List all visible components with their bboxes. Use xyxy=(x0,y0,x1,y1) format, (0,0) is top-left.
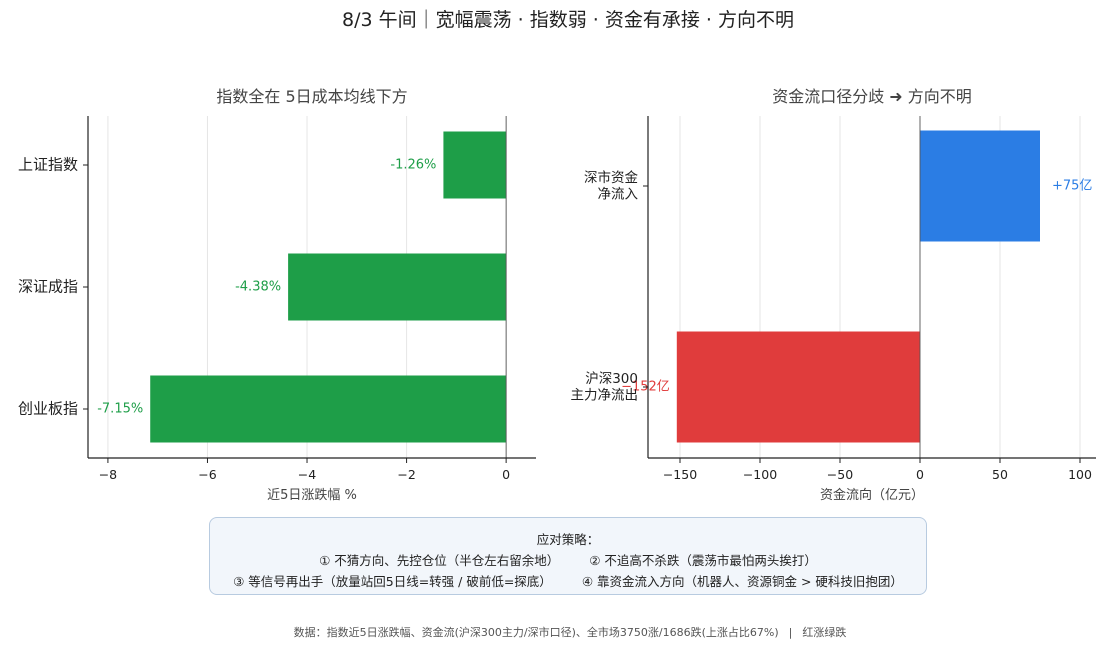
index-change-chart: -1.26% 上证指数 -4.38% 深证成指 -7.15% 创业板指 −8 −6 −4 −2 0 近… xyxy=(18,87,536,503)
main-title: 8/3 午间｜宽幅震荡 · 指数弱 · 资金有承接 · 方向不明 xyxy=(342,9,794,31)
strategy-item-3: ③ 等信号再出手（放量站回5日线=转强 / 破前低=探底） xyxy=(233,574,552,589)
category-label: 深市资金 xyxy=(584,169,638,186)
strategy-item-4: ④ 靠资金流入方向（机器人、资源铜金 > 硬科技旧抱团） xyxy=(581,574,903,589)
x-tick-label: −8 xyxy=(99,467,117,482)
strategy-row-2: ③ 等信号再出手（放量站回5日线=转强 / 破前低=探底） ④ 靠资金流入方向（机… xyxy=(210,571,926,590)
x-tick-label: 0 xyxy=(502,467,510,482)
strategy-item-2: ② 不追高不杀跌（震荡市最怕两头挨打） xyxy=(589,553,817,568)
category-label: 主力净流出 xyxy=(571,387,639,403)
data-label: +75亿 xyxy=(1052,179,1092,194)
x-tick-label: −6 xyxy=(198,467,216,482)
chart-title: 指数全在 5日成本均线下方 xyxy=(216,87,407,106)
category-label: 上证指数 xyxy=(18,156,78,174)
data-label: -1.26% xyxy=(390,158,436,173)
category-label: 沪深300 xyxy=(585,371,638,387)
bar xyxy=(288,253,507,321)
category-label: 深证成指 xyxy=(18,278,78,296)
strategy-item-1: ① 不猜方向、先控仓位（半仓左右留余地） xyxy=(319,553,560,568)
bar xyxy=(920,130,1040,242)
footer-separator: | xyxy=(788,626,793,639)
x-tick-label: −50 xyxy=(827,467,853,482)
x-tick-label: −150 xyxy=(663,467,697,482)
strategy-heading: 应对策略： xyxy=(536,532,600,547)
footer-source: 数据：指数近5日涨跌幅、资金流(沪深300主力/深市口径)、全市场3750涨/1… xyxy=(293,626,779,639)
bar xyxy=(443,131,507,199)
x-tick-label: −100 xyxy=(743,467,777,482)
category-label: 创业板指 xyxy=(18,400,78,418)
data-label: -7.15% xyxy=(97,402,143,417)
strategy-row-1: ① 不猜方向、先控仓位（半仓左右留余地） ② 不追高不杀跌（震荡市最怕两头挨打） xyxy=(210,550,926,569)
footer-note: 数据：指数近5日涨跌幅、资金流(沪深300主力/深市口径)、全市场3750涨/1… xyxy=(0,624,1105,640)
footer-color-note: 红涨绿跌 xyxy=(802,626,847,639)
strategy-box: 应对策略： ① 不猜方向、先控仓位（半仓左右留余地） ② 不追高不杀跌（震荡市最怕… xyxy=(209,517,927,595)
bar xyxy=(150,375,507,443)
x-tick-label: 100 xyxy=(1068,467,1092,482)
chart-title: 资金流口径分歧 ➜ 方向不明 xyxy=(772,87,972,106)
x-tick-label: −2 xyxy=(397,467,415,482)
data-label: -4.38% xyxy=(235,280,281,295)
category-label: 净流入 xyxy=(598,186,639,202)
bar xyxy=(676,331,920,443)
x-axis-label: 近5日涨跌幅 % xyxy=(267,487,357,503)
x-tick-label: 50 xyxy=(992,467,1008,482)
x-tick-label: −4 xyxy=(298,467,316,482)
x-axis-label: 资金流向（亿元） xyxy=(820,487,924,503)
x-tick-label: 0 xyxy=(916,467,924,482)
